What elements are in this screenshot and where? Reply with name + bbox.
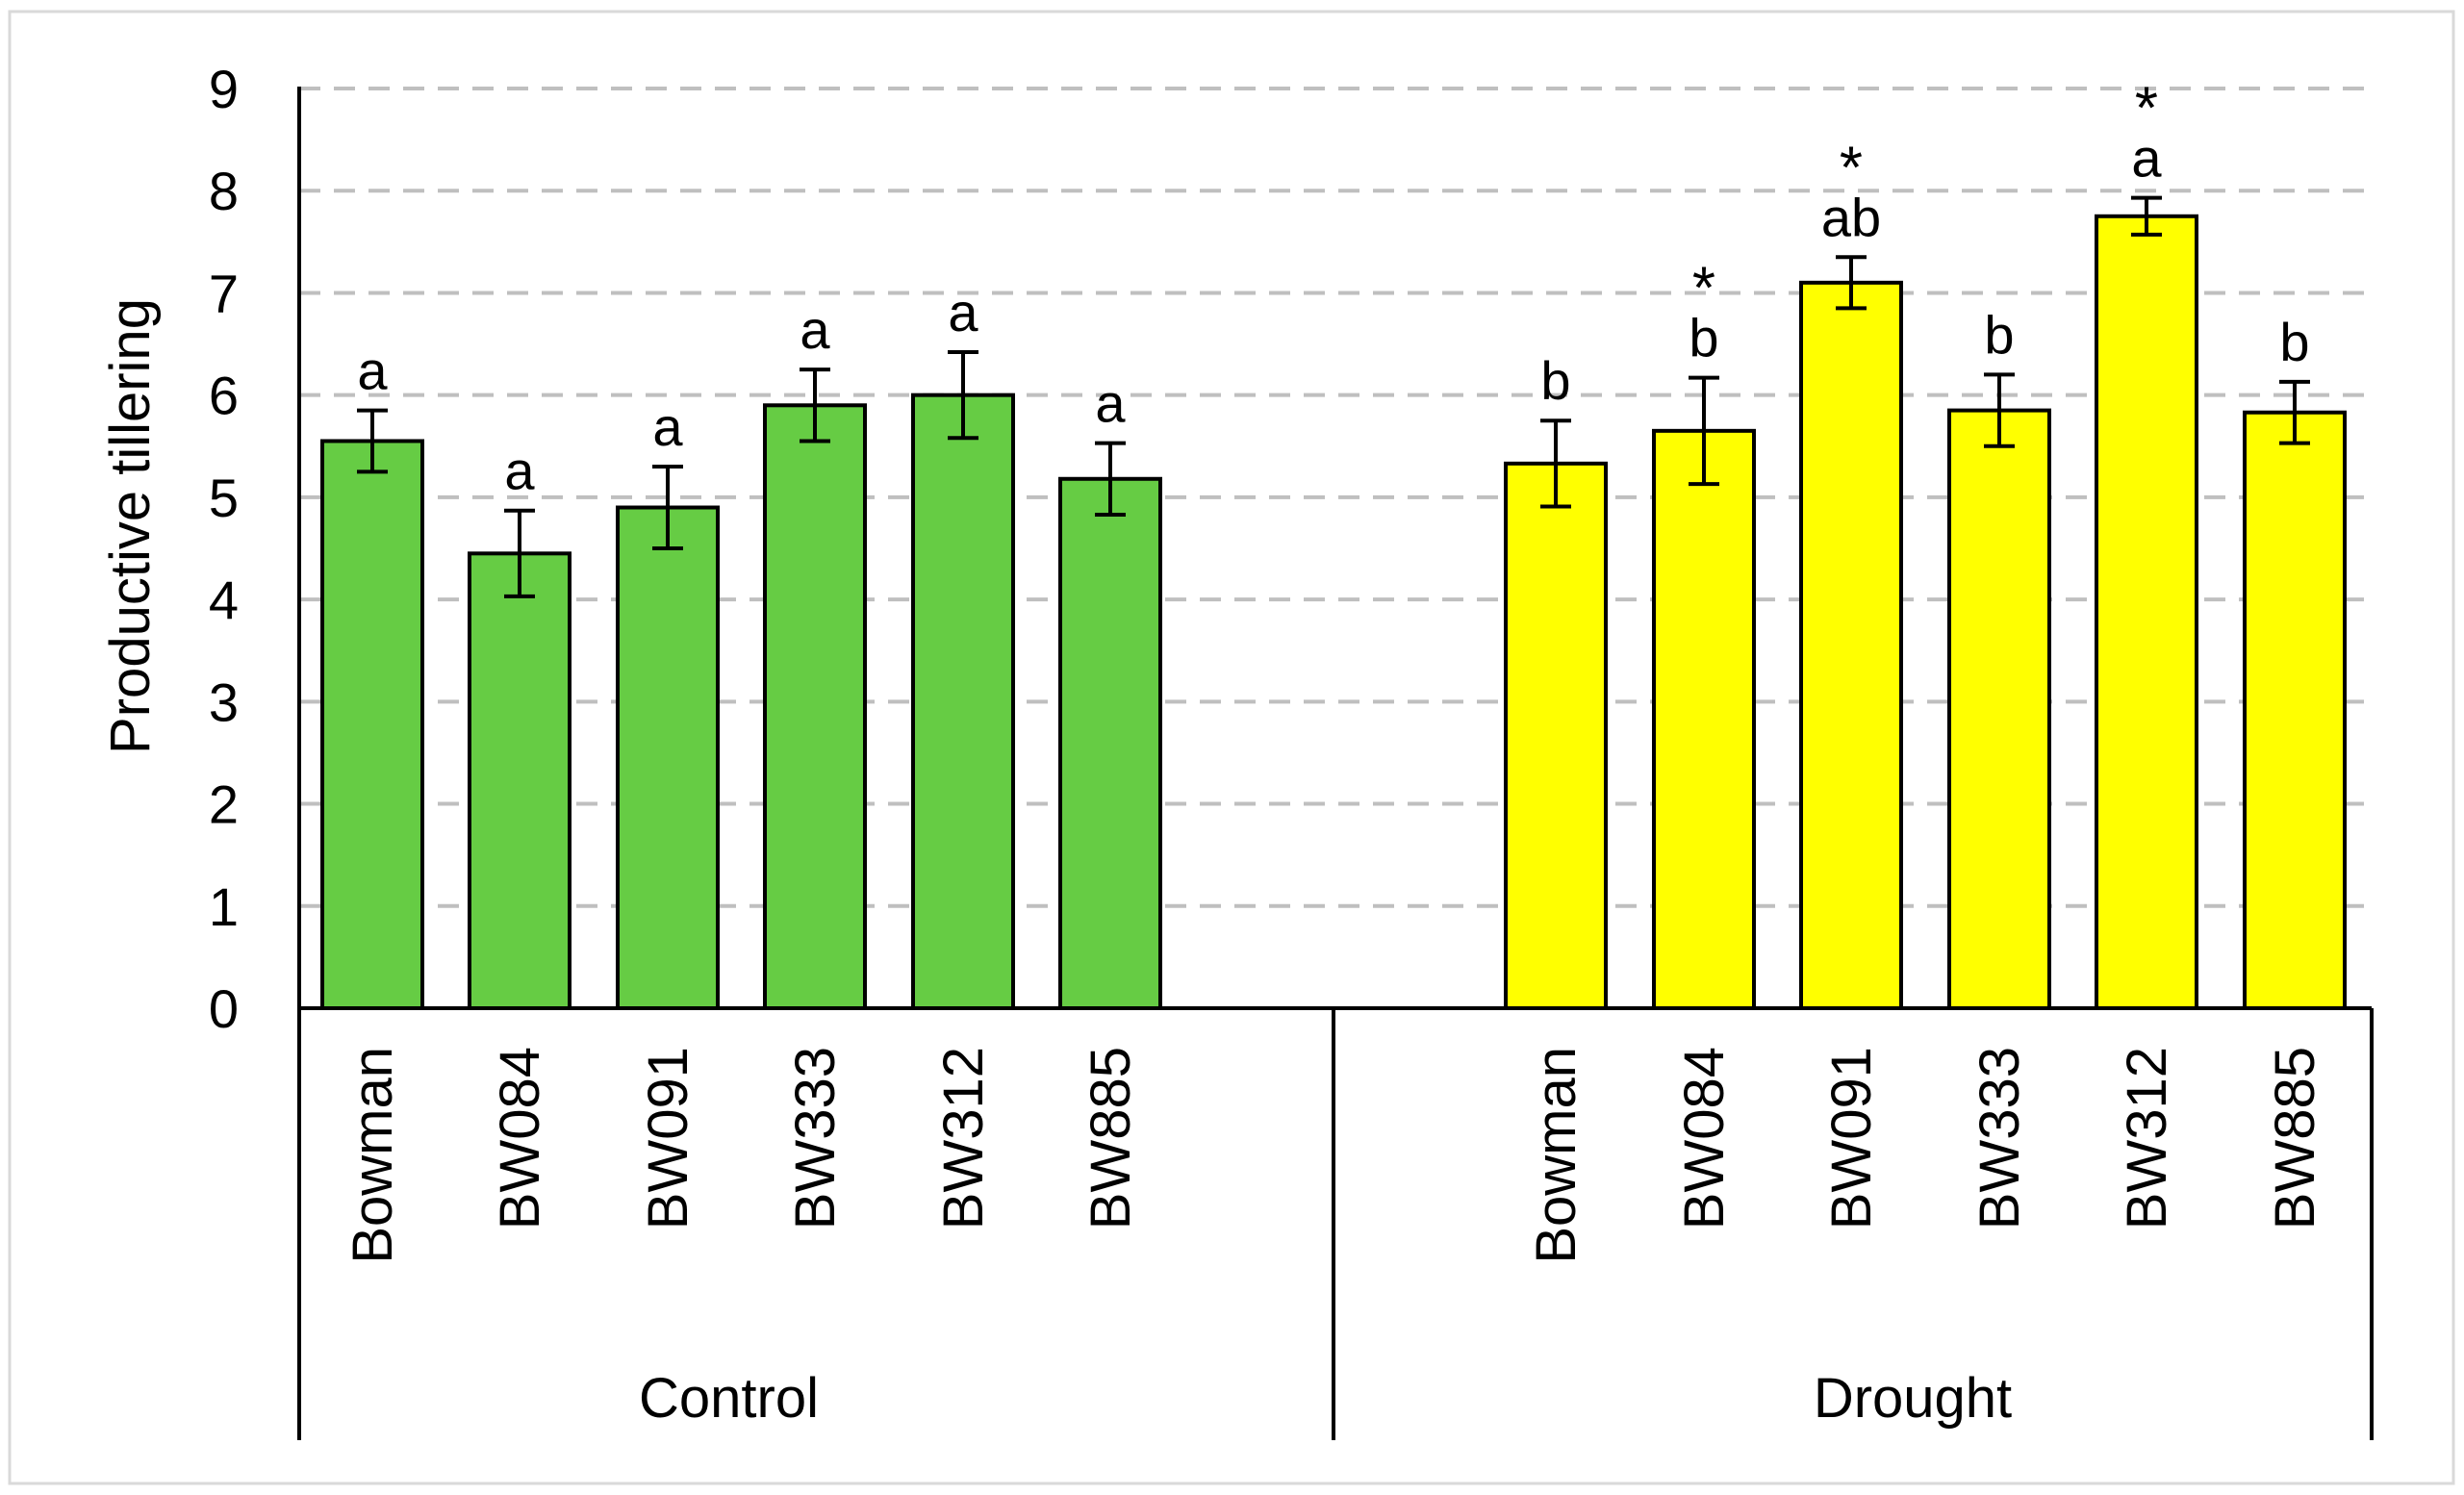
bar [1058, 476, 1162, 1011]
bar [911, 393, 1015, 1010]
x-tick-label: BW312 [2116, 1047, 2178, 1229]
y-axis-label: Productive tillering [99, 298, 162, 754]
significance-letter: a [948, 282, 978, 342]
x-tick-label: BW084 [1673, 1047, 1736, 1229]
significance-star: * [2135, 76, 2158, 142]
y-tick-label: 5 [209, 468, 239, 528]
y-tick-label: 8 [209, 161, 239, 221]
bar [1947, 408, 2051, 1011]
y-tick-label: 3 [209, 671, 239, 732]
bar [1799, 280, 1903, 1011]
significance-letter: a [800, 299, 830, 360]
significance-letter: ab [1821, 187, 1881, 247]
y-tick-label: 4 [209, 570, 239, 630]
significance-letter: a [1095, 373, 1126, 434]
bar [468, 551, 572, 1010]
bar [1504, 461, 1608, 1010]
y-tick-label: 2 [209, 774, 239, 835]
significance-letter: a [652, 396, 683, 457]
labels: 0 1 2 3 4 5 6 7 8 9 a Bowman a BW084 a BW091 a BW333 a BW31… [209, 59, 2326, 1430]
y-tick-label: 6 [209, 366, 239, 426]
x-tick-label: BW091 [1820, 1047, 1883, 1229]
bar [1652, 428, 1756, 1011]
significance-star: * [1840, 135, 1863, 201]
x-tick-label: Bowman [1525, 1047, 1588, 1264]
bar [616, 505, 720, 1010]
y-tick-label: 9 [209, 59, 239, 119]
x-tick-label: BW885 [1080, 1047, 1142, 1229]
bar [2243, 410, 2347, 1011]
significance-star: * [1692, 256, 1715, 322]
significance-letter: a [357, 341, 388, 401]
x-tick-label: BW333 [1969, 1047, 2031, 1229]
y-tick-label: 0 [209, 978, 239, 1039]
significance-letter: b [1689, 308, 1718, 368]
x-tick-label: BW312 [932, 1047, 995, 1229]
y-tick-label: 1 [209, 876, 239, 937]
group-label: Drought [1814, 1367, 2012, 1430]
significance-letter: a [504, 441, 535, 501]
x-tick-label: BW333 [784, 1047, 847, 1229]
y-tick-label: 7 [209, 263, 239, 323]
x-tick-label: BW084 [489, 1047, 551, 1229]
group-label: Control [639, 1367, 819, 1430]
bar [320, 439, 424, 1010]
significance-letter: a [2131, 128, 2162, 189]
x-tick-label: BW885 [2264, 1047, 2326, 1229]
x-tick-label: Bowman [342, 1047, 404, 1264]
bar [763, 403, 867, 1010]
significance-letter: b [1984, 304, 2014, 365]
bar [2095, 214, 2198, 1010]
axes [297, 87, 2374, 1440]
x-tick-label: BW091 [637, 1047, 699, 1229]
significance-letter: b [1540, 350, 1570, 411]
significance-letter: b [2279, 312, 2309, 372]
